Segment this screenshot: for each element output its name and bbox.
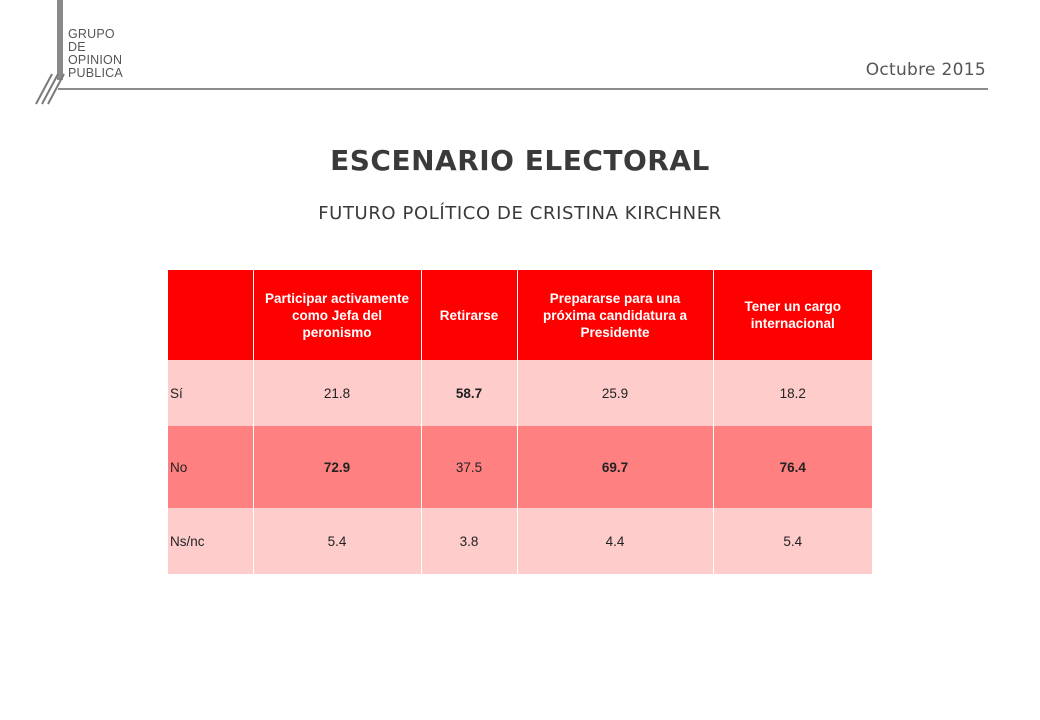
page-title: ESCENARIO ELECTORAL	[330, 144, 710, 177]
table-cell: 21.8	[253, 360, 422, 426]
table-row: No 72.9 37.5 69.7 76.4	[168, 426, 872, 508]
page-subtitle: FUTURO POLÍTICO DE CRISTINA KIRCHNER	[318, 203, 722, 224]
logo: GRUPO DE OPINION PUBLICA	[30, 0, 170, 110]
table-cell: 76.4	[713, 426, 872, 508]
table-cell: 37.5	[421, 426, 518, 508]
table-cell: 72.9	[253, 426, 422, 508]
logo-slashes-icon	[35, 73, 65, 105]
table-cell: 69.7	[517, 426, 714, 508]
header-cell-candidatura: Prepararse para una próxima candidatura …	[517, 270, 714, 360]
header-cell-cargo-internacional: Tener un cargo internacional	[713, 270, 872, 360]
table-header-row: Participar activamente como Jefa del per…	[168, 270, 872, 360]
table-cell: 58.7	[421, 360, 518, 426]
table-row: Sí 21.8 58.7 25.9 18.2	[168, 360, 872, 426]
header-cell-empty	[168, 270, 254, 360]
header-cell-retirarse: Retirarse	[421, 270, 518, 360]
table-cell: 3.8	[421, 508, 518, 574]
results-table: Participar activamente como Jefa del per…	[168, 270, 872, 574]
header-divider	[58, 88, 988, 90]
row-label: No	[168, 426, 254, 508]
logo-text: GRUPO DE OPINION PUBLICA	[68, 27, 123, 80]
row-label: Ns/nc	[168, 508, 254, 574]
header-cell-participar: Participar activamente como Jefa del per…	[253, 270, 422, 360]
table-cell: 5.4	[253, 508, 422, 574]
table-row: Ns/nc 5.4 3.8 4.4 5.4	[168, 508, 872, 574]
logo-bar	[57, 0, 63, 80]
table-cell: 25.9	[517, 360, 714, 426]
row-label: Sí	[168, 360, 254, 426]
table-cell: 5.4	[713, 508, 872, 574]
date-label: Octubre 2015	[865, 60, 986, 80]
table-cell: 4.4	[517, 508, 714, 574]
table-cell: 18.2	[713, 360, 872, 426]
